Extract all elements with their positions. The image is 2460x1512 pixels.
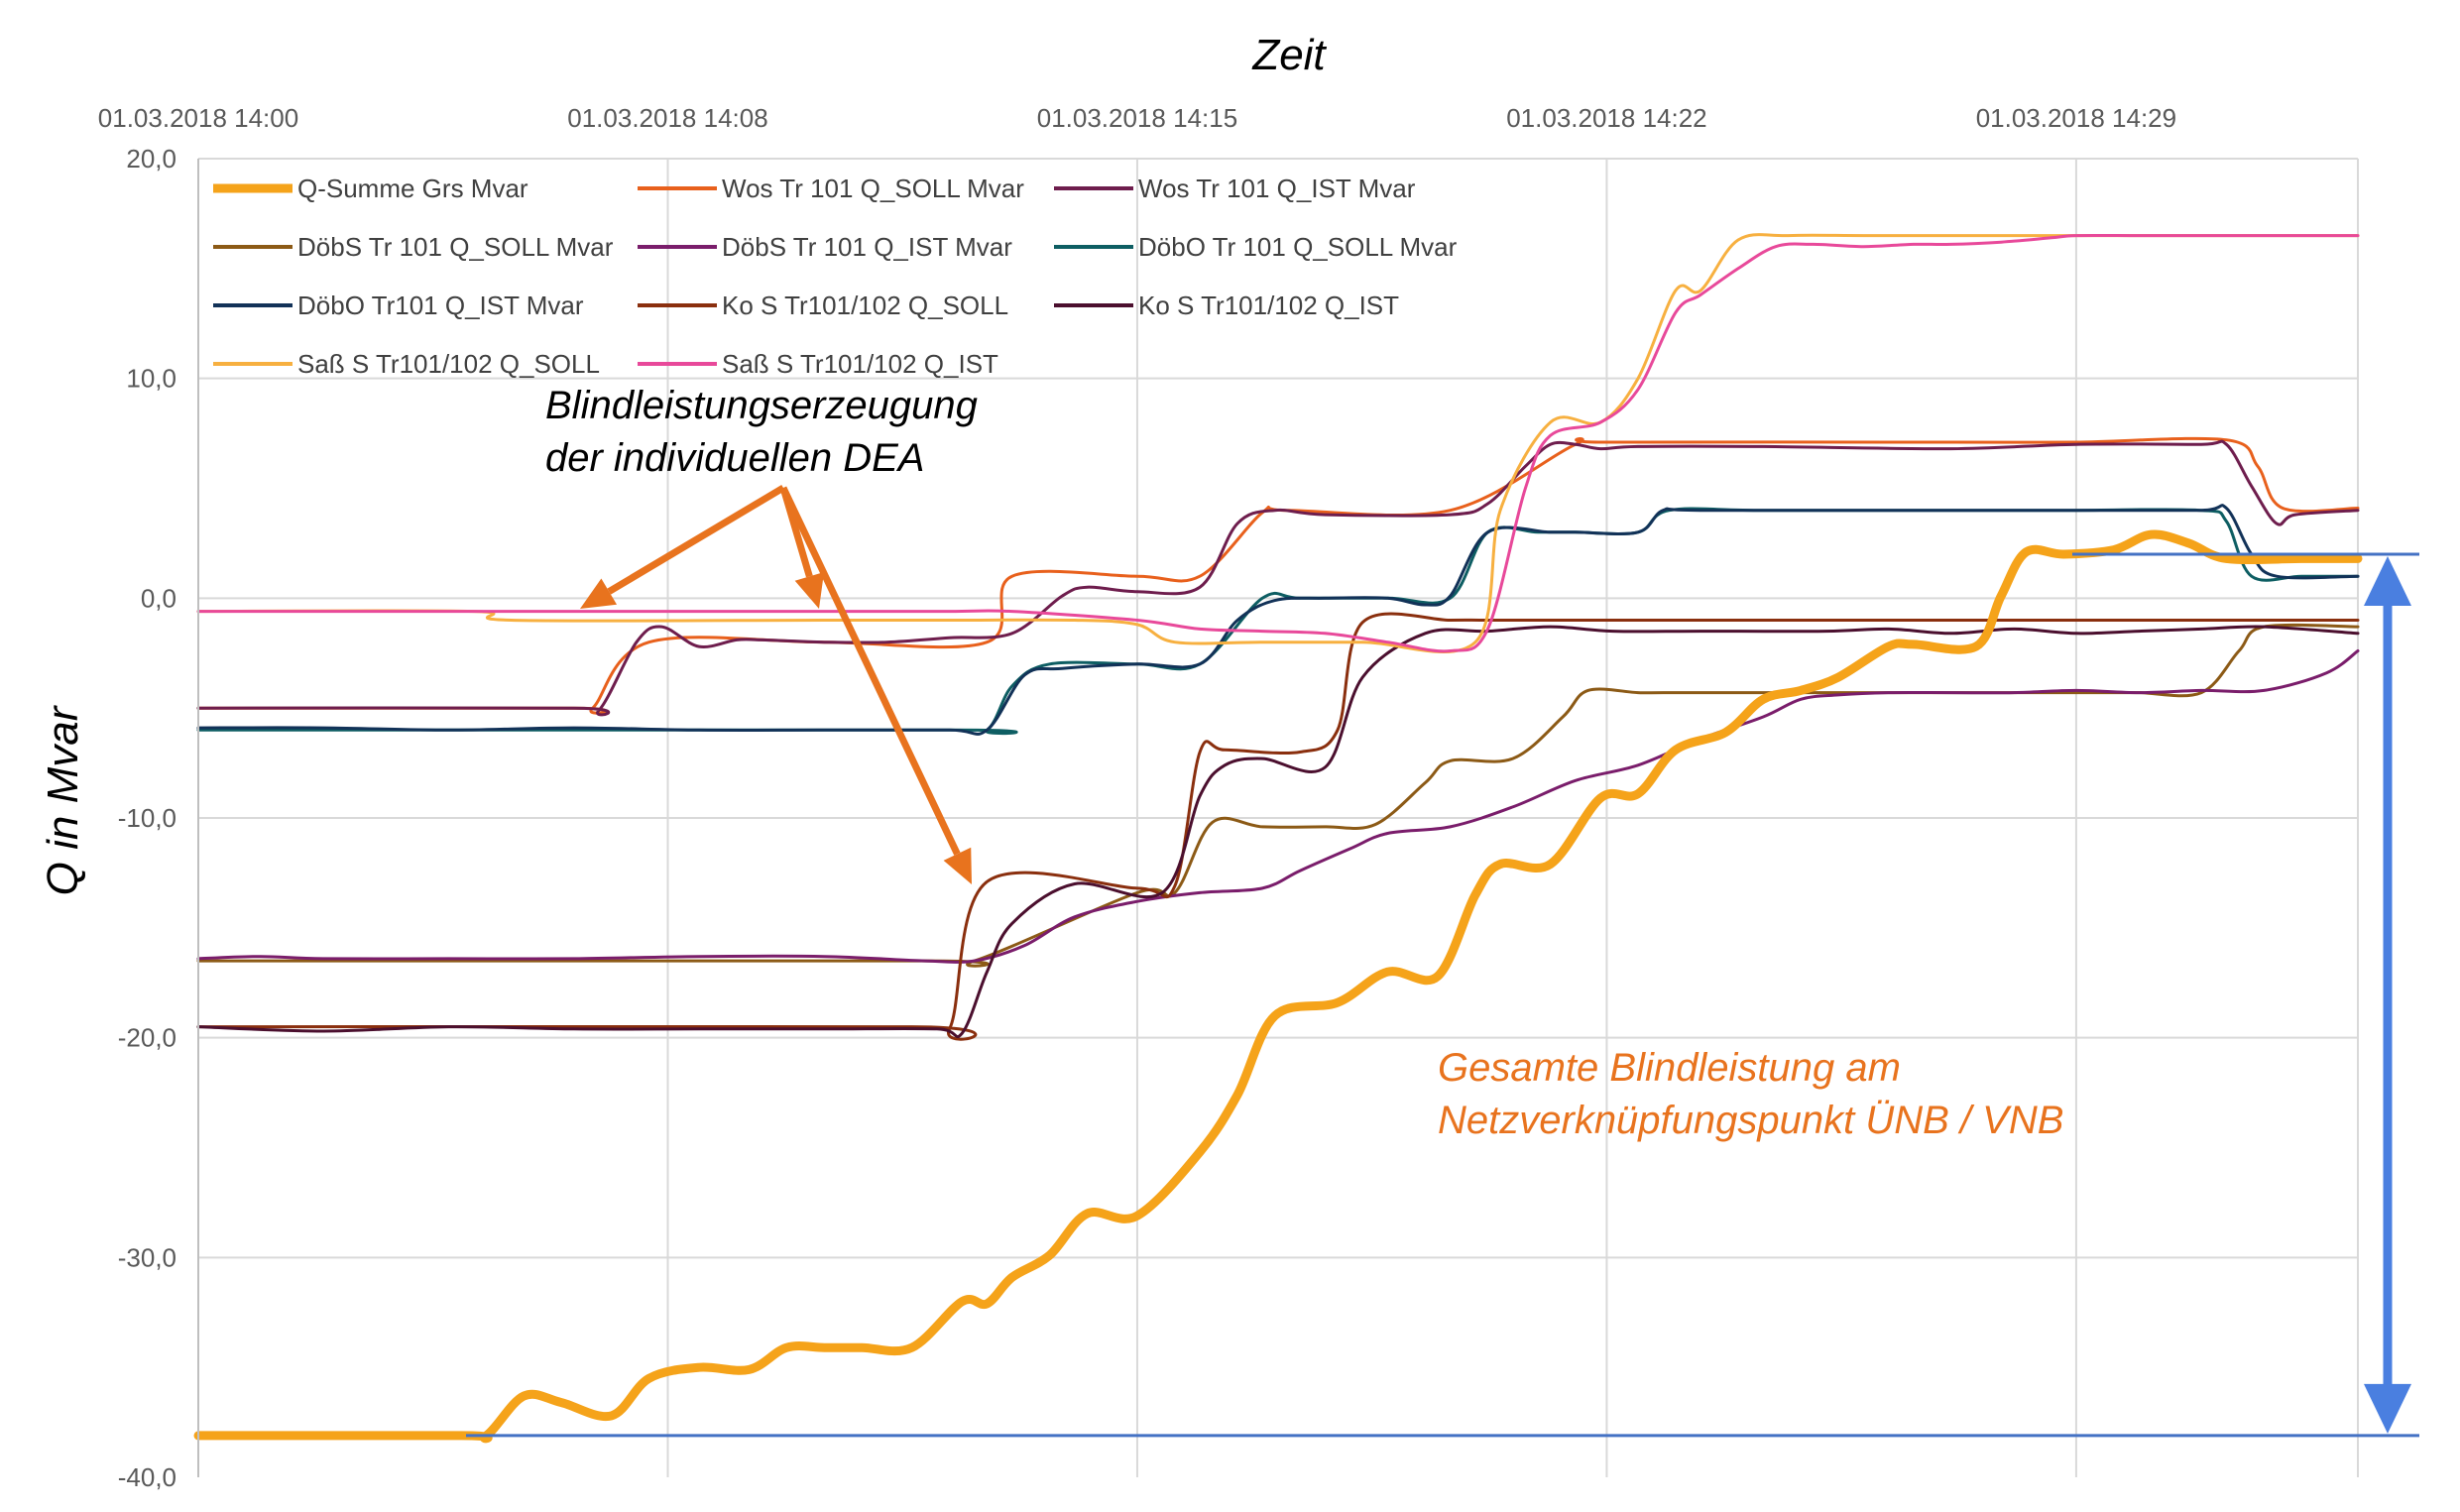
x-axis-title: Zeit	[1251, 31, 1327, 79]
legend-label: Wos Tr 101 Q_IST Mvar	[1138, 174, 1416, 203]
x-tick-label: 01.03.2018 14:00	[98, 103, 298, 133]
legend-label: Ko S Tr101/102 Q_SOLL	[722, 291, 1008, 320]
series-line-8	[196, 625, 2360, 1039]
x-tick-label: 01.03.2018 14:22	[1506, 103, 1706, 133]
y-tick-label: -30,0	[118, 1242, 176, 1272]
arrow-shaft	[607, 484, 785, 595]
total-label-line2: Netzverknüpfungspunkt ÜNB / VNB	[1438, 1099, 2063, 1142]
series-line-6	[196, 504, 2360, 736]
legend-label: Ko S Tr101/102 Q_IST	[1138, 291, 1399, 320]
y-tick-label: -10,0	[118, 803, 176, 833]
arrow-head	[943, 847, 972, 884]
x-tick-label: 01.03.2018 14:15	[1037, 103, 1237, 133]
legend-label: DöbO Tr 101 Q_SOLL Mvar	[1138, 232, 1458, 262]
legend-label: DöbO Tr101 Q_IST Mvar	[297, 291, 584, 320]
series-line-2	[196, 439, 2360, 717]
series-line-7	[196, 612, 2360, 1041]
y-tick-label: 0,0	[141, 583, 176, 613]
arrow-head	[794, 572, 825, 609]
arrow-shaft	[779, 486, 961, 856]
series-line-4	[196, 649, 2360, 964]
series-line-3	[196, 623, 2360, 968]
legend-label: DöbS Tr 101 Q_SOLL Mvar	[297, 232, 614, 262]
legend-label: Saß S Tr101/102 Q_IST	[722, 349, 998, 379]
legend-label: Q-Summe Grs Mvar	[297, 174, 528, 203]
series-line-1	[196, 436, 2360, 715]
total-label-line1: Gesamte Blindleistung am	[1438, 1046, 1901, 1090]
y-tick-label: -20,0	[118, 1023, 176, 1053]
annotation-arrow	[580, 484, 785, 609]
legend-label: DöbS Tr 101 Q_IST Mvar	[722, 232, 1012, 262]
series-line-0	[193, 529, 2363, 1444]
axes: 20,0 10,0 0,0 -10,0 -20,0 -30,0 -40,0 01.03.201…	[98, 103, 2176, 1492]
legend-label: Wos Tr 101 Q_SOLL Mvar	[722, 174, 1024, 203]
y-tick-label: 10,0	[126, 364, 176, 394]
y-tick-label: -40,0	[118, 1462, 176, 1492]
arrow-head	[580, 578, 618, 609]
series-line-9	[196, 233, 2360, 654]
dea-label-line2: der individuellen DEA	[545, 436, 924, 480]
annotation-arrow	[779, 486, 972, 884]
y-tick-label: 20,0	[126, 144, 176, 174]
legend-label: Saß S Tr101/102 Q_SOLL	[297, 349, 600, 379]
series-lines	[193, 233, 2363, 1444]
x-tick-label: 01.03.2018 14:29	[1976, 103, 2176, 133]
series-line-10	[196, 233, 2360, 653]
range-arrow-head-down	[2364, 1383, 2411, 1434]
y-axis-title: Q in Mvar	[39, 704, 87, 895]
range-arrow-head-up	[2364, 556, 2411, 606]
dea-label-line1: Blindleistungserzeugung	[545, 384, 978, 427]
x-tick-label: 01.03.2018 14:08	[567, 103, 767, 133]
legend: Q-Summe Grs Mvar Wos Tr 101 Q_SOLL Mvar Wo…	[213, 174, 1458, 379]
annotations: Blindleistungserzeugung der individuelle…	[466, 384, 2419, 1438]
gridlines	[197, 158, 2359, 1477]
